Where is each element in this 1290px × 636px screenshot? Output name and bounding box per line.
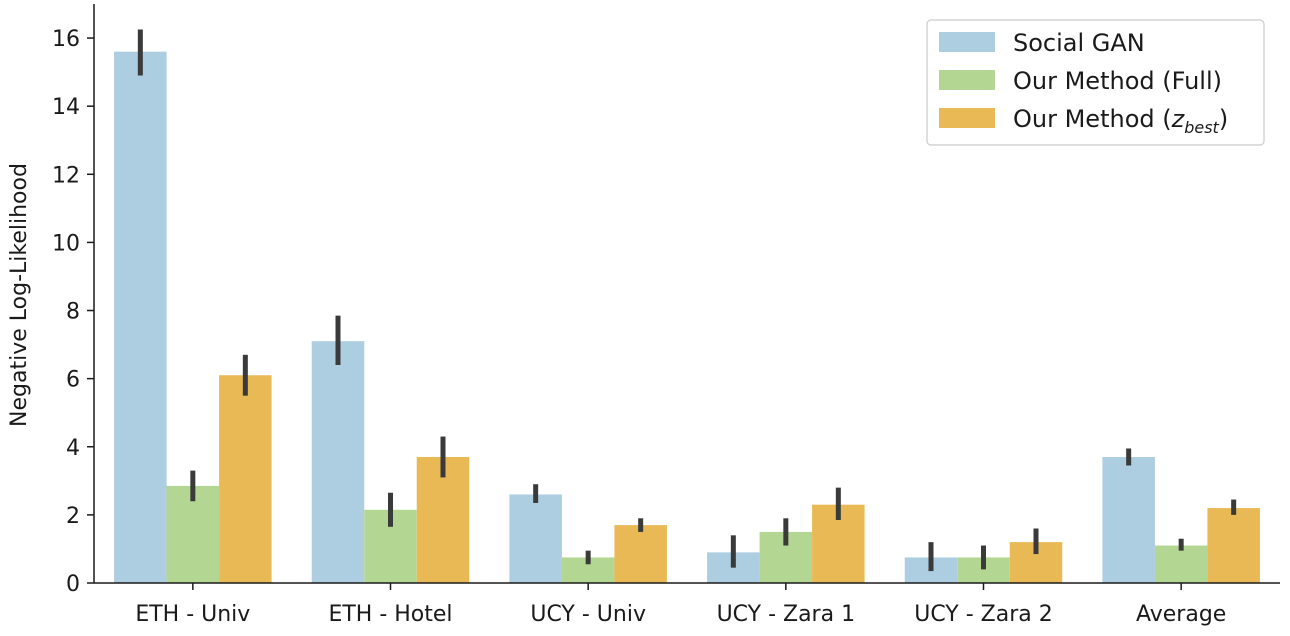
- legend-label: Our Method (Full): [1013, 67, 1222, 95]
- legend-swatch: [939, 108, 995, 128]
- y-tick-label: 2: [66, 504, 80, 529]
- x-ticks: ETH - Univ ETH - Hotel UCY - Univ UCY - Zar…: [135, 583, 1226, 627]
- legend-label-math: z: [1171, 105, 1186, 133]
- y-tick-label: 12: [52, 163, 80, 188]
- legend: Social GAN Our Method (Full) Our Method (z…: [926, 19, 1265, 146]
- y-tick-label: 10: [52, 231, 80, 256]
- axes: [93, 4, 1280, 584]
- y-axis-label-group: Negative Log-Likelihood: [7, 163, 32, 427]
- bar: [219, 375, 272, 583]
- bar: [166, 485, 220, 583]
- bar: [1207, 508, 1260, 583]
- bar: [114, 51, 167, 583]
- y-tick-label: 16: [52, 27, 80, 52]
- legend-label-suffix: ): [1219, 105, 1228, 133]
- x-tick-label: UCY - Univ: [530, 602, 646, 627]
- y-tick-label: 6: [66, 368, 80, 393]
- x-tick-label: ETH - Hotel: [328, 602, 452, 627]
- y-ticks: 0 2 4 6 8 10 12 14 16: [52, 27, 94, 597]
- bar: [1154, 545, 1208, 583]
- x-tick-label: UCY - Zara 1: [717, 602, 856, 627]
- bar: [509, 494, 562, 583]
- y-tick-label: 4: [66, 436, 80, 461]
- legend-box: [926, 19, 1265, 146]
- legend-swatch: [939, 70, 995, 90]
- legend-label: Social GAN: [1013, 29, 1145, 57]
- x-tick-label: Average: [1136, 602, 1226, 627]
- x-tick-label: ETH - Univ: [135, 602, 250, 627]
- y-tick-label: 14: [52, 95, 80, 120]
- x-tick-label: UCY - Zara 2: [914, 602, 1053, 627]
- y-axis-label: Negative Log-Likelihood: [7, 163, 32, 427]
- bar: [416, 456, 470, 583]
- y-tick-label: 0: [66, 572, 80, 597]
- bar: [614, 525, 667, 583]
- y-tick-label: 8: [66, 300, 80, 325]
- legend-swatch: [939, 32, 995, 52]
- error-bars: [137, 29, 1237, 572]
- legend-label: Our Method (zbest): [1013, 105, 1228, 137]
- bar: [311, 341, 365, 583]
- legend-label-subscript: best: [1184, 118, 1219, 137]
- legend-label-prefix: Our Method (: [1013, 105, 1172, 133]
- bar: [1102, 456, 1155, 583]
- bars: [114, 51, 1260, 583]
